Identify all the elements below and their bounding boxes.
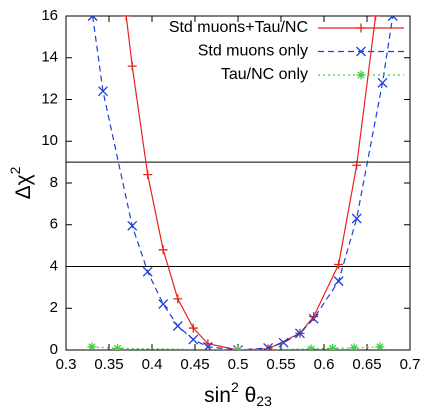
marker bbox=[158, 245, 168, 255]
series-line bbox=[92, 16, 394, 350]
marker bbox=[333, 276, 344, 287]
y-tick-label: 0 bbox=[50, 341, 58, 358]
marker bbox=[334, 259, 344, 269]
marker bbox=[98, 86, 108, 97]
marker bbox=[188, 334, 199, 345]
marker bbox=[375, 342, 385, 350]
marker bbox=[306, 344, 316, 350]
marker bbox=[377, 77, 388, 88]
marker bbox=[387, 16, 398, 21]
y-tick-label: 8 bbox=[50, 174, 58, 191]
x-tick-label: 0.65 bbox=[352, 356, 381, 373]
x-tick-label: 0.55 bbox=[266, 356, 295, 373]
marker bbox=[349, 343, 359, 350]
x-tick-label: 0.7 bbox=[400, 356, 421, 373]
y-tick-label: 14 bbox=[41, 49, 58, 66]
y-tick-label: 2 bbox=[50, 299, 58, 316]
marker bbox=[87, 342, 97, 350]
marker bbox=[202, 341, 213, 350]
plot-area bbox=[87, 16, 398, 350]
legend-label: Tau/NC only bbox=[221, 66, 308, 83]
x-axis-label: sin2 θ23 bbox=[204, 379, 272, 409]
marker bbox=[158, 299, 169, 310]
y-tick-label: 12 bbox=[41, 90, 58, 107]
marker bbox=[351, 213, 362, 224]
legend-label: Std muons+Tau/NC bbox=[169, 19, 308, 36]
marker bbox=[308, 313, 319, 324]
marker bbox=[263, 344, 273, 350]
marker bbox=[142, 266, 153, 277]
y-tick-label: 6 bbox=[50, 216, 58, 233]
marker bbox=[127, 61, 137, 71]
legend-marker bbox=[356, 23, 366, 33]
marker bbox=[352, 160, 362, 170]
marker bbox=[143, 170, 153, 180]
y-tick-label: 4 bbox=[50, 257, 58, 274]
x-tick-label: 0.45 bbox=[180, 356, 209, 373]
marker bbox=[233, 345, 243, 350]
legend-marker bbox=[356, 70, 366, 80]
marker bbox=[263, 342, 274, 350]
marker bbox=[121, 16, 131, 21]
marker bbox=[87, 16, 98, 21]
marker bbox=[328, 343, 338, 350]
marker bbox=[113, 343, 123, 350]
legend-marker bbox=[356, 46, 366, 57]
x-tick-label: 0.3 bbox=[56, 356, 77, 373]
marker bbox=[278, 337, 289, 348]
marker bbox=[188, 323, 198, 333]
y-axis-label: Δχ2 bbox=[7, 166, 35, 199]
x-tick-label: 0.4 bbox=[142, 356, 163, 373]
marker bbox=[294, 328, 305, 339]
y-tick-label: 16 bbox=[41, 7, 58, 24]
marker bbox=[127, 220, 138, 231]
x-tick-label: 0.5 bbox=[228, 356, 249, 373]
y-tick-label: 10 bbox=[41, 132, 58, 149]
x-tick-label: 0.35 bbox=[94, 356, 123, 373]
legend-label: Std muons only bbox=[198, 43, 308, 60]
x-tick-label: 0.6 bbox=[314, 356, 335, 373]
marker bbox=[173, 294, 183, 304]
series-line bbox=[125, 16, 377, 350]
marker bbox=[172, 321, 183, 331]
marker bbox=[371, 16, 381, 21]
